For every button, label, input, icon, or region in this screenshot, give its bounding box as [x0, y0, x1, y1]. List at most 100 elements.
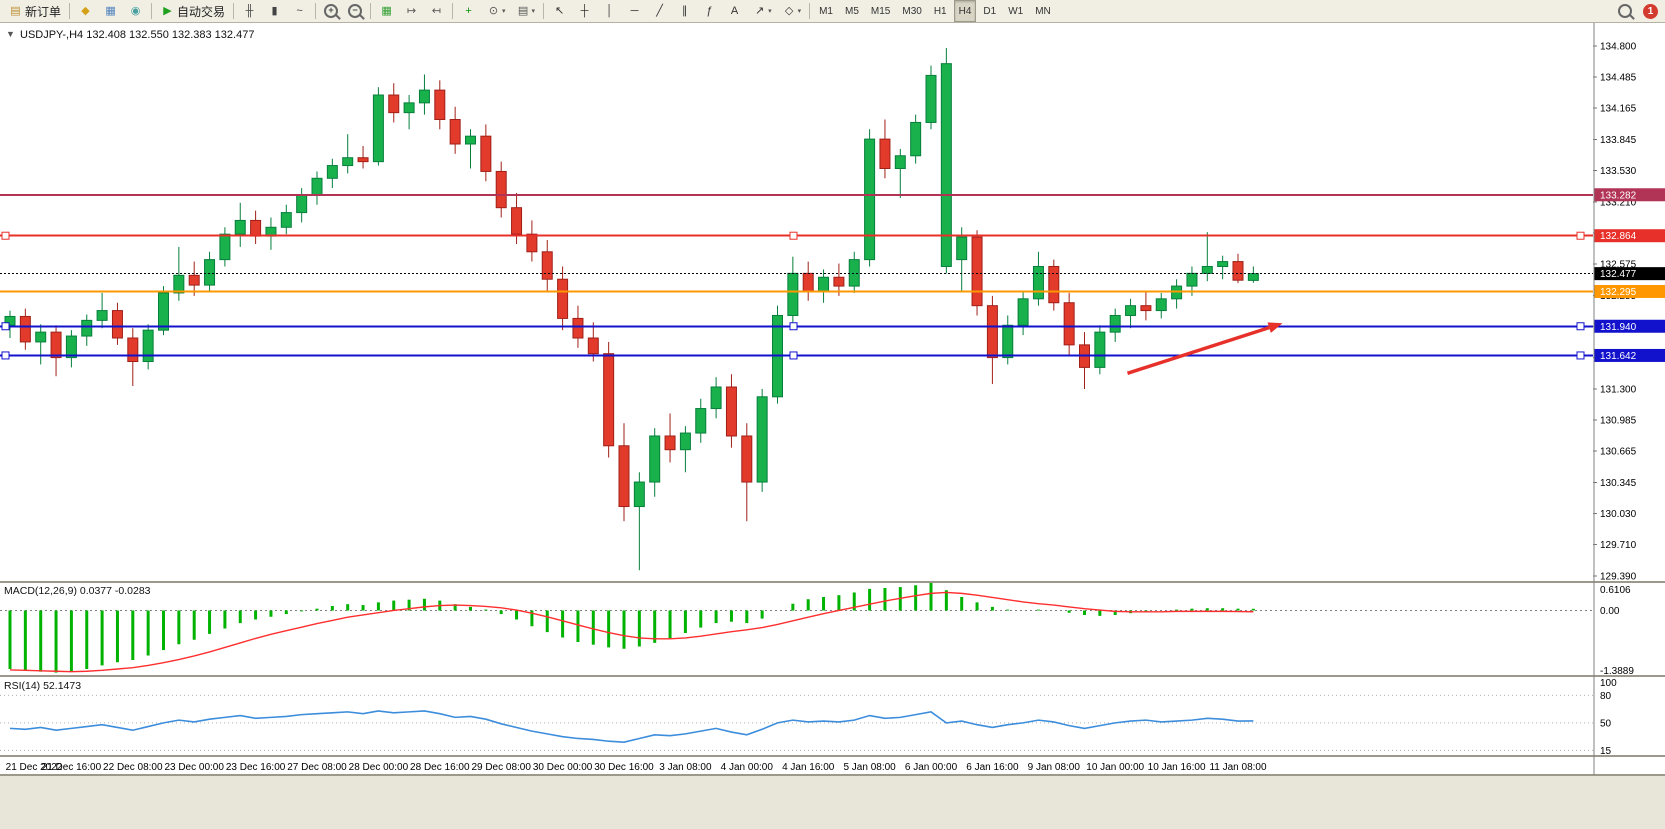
line-handle[interactable] — [1576, 231, 1585, 240]
line-handle[interactable] — [1, 231, 10, 240]
indicators-button[interactable]: + — [457, 0, 480, 22]
chart-canvas[interactable]: 134.800 134.485 134.165 133.845 133.530 133.2… — [0, 23, 1665, 829]
periods-icon: ⊙ — [488, 5, 499, 17]
templates-icon: ▤ — [517, 5, 529, 17]
svg-text:132.864: 132.864 — [1600, 231, 1637, 242]
chart-window: 134.800 134.485 134.165 133.845 133.530 133.2… — [0, 23, 1665, 829]
text-button[interactable]: A — [723, 0, 746, 22]
price-box-132.295: 132.295 — [1594, 284, 1665, 298]
toolbar-separator — [809, 3, 811, 19]
timeframe-m5-button[interactable]: M5 — [845, 5, 859, 17]
candlestick — [1032, 251, 1044, 306]
cursor-button[interactable]: ↖ — [548, 0, 571, 22]
templates-button[interactable]: ▤ ▾ — [512, 0, 540, 22]
vertical-line-button[interactable]: │ — [598, 0, 621, 22]
search-button[interactable] — [1614, 0, 1636, 22]
line-handle[interactable] — [1576, 351, 1585, 360]
bar-chart-icon: ╫ — [245, 5, 254, 17]
macd-label: MACD(12,26,9) 0.0377 -0.0283 — [4, 585, 151, 597]
time-tick-label: 28 Dec 16:00 — [410, 762, 470, 773]
crosshair-button[interactable]: ┼ — [573, 0, 596, 22]
periods-button[interactable]: ⊙ ▾ — [482, 0, 510, 22]
candlestick — [418, 74, 430, 115]
timeframe-m1-button[interactable]: M1 — [819, 5, 833, 17]
price-tick-label: 130.345 — [1600, 478, 1637, 489]
new-order-button-label: 新订单 — [25, 4, 62, 19]
zoom-in-button[interactable]: + — [320, 0, 342, 22]
timeframe-m30-button[interactable]: M30 — [902, 5, 922, 17]
channel-button[interactable]: ∥ — [673, 0, 696, 22]
bar-chart-button[interactable]: ╫ — [238, 0, 261, 22]
price-tick-label: 130.985 — [1600, 415, 1637, 426]
terminal-button[interactable]: ◉ — [124, 0, 147, 22]
time-tick-label: 3 Jan 08:00 — [659, 762, 712, 773]
candlestick — [910, 114, 922, 164]
trendline-icon: ╱ — [656, 5, 663, 17]
candlestick-chart-button[interactable]: ▮ — [263, 0, 286, 22]
profiles-button[interactable]: ▦ — [99, 0, 122, 22]
resistance-line-132864[interactable] — [0, 231, 1593, 240]
macd-axis-min: -1.3889 — [1600, 666, 1634, 677]
line-chart-button[interactable]: ~ — [288, 0, 311, 22]
candlestick — [557, 266, 569, 331]
candlestick — [96, 292, 108, 329]
price-tick-label: 134.485 — [1600, 72, 1637, 83]
line-handle[interactable] — [789, 231, 798, 240]
time-tick-label: 29 Dec 08:00 — [471, 762, 531, 773]
time-tick-label: 23 Dec 16:00 — [226, 762, 286, 773]
candlestick — [35, 324, 47, 365]
timeframe-w1-button[interactable]: W1 — [1008, 5, 1024, 17]
support-line-131642[interactable] — [0, 351, 1593, 360]
horizontal-line-button[interactable]: ─ — [623, 0, 646, 22]
fibonacci-button[interactable]: ƒ — [698, 0, 721, 22]
candlestick — [357, 145, 369, 169]
time-tick-label: 30 Dec 16:00 — [594, 762, 654, 773]
rsi-axis-80: 80 — [1600, 691, 1612, 702]
price-box-131.642: 131.642 — [1594, 348, 1665, 362]
toolbar-separator — [370, 3, 372, 19]
timeframe-h1-button[interactable]: H1 — [933, 5, 947, 17]
one-click-expander-icon[interactable]: ▼ — [6, 29, 15, 39]
line-handle[interactable] — [1, 351, 10, 360]
auto-scroll-button[interactable]: ↦ — [400, 0, 423, 22]
autotrading-button[interactable]: ▶ 自动交易 — [156, 0, 229, 22]
candlestick — [204, 251, 216, 291]
trend-arrow-annotation[interactable] — [1126, 322, 1283, 375]
support-line-131940[interactable] — [0, 322, 1593, 331]
price-tick-label: 129.710 — [1600, 540, 1637, 551]
time-tick-label: 4 Jan 16:00 — [782, 762, 835, 773]
horizontal-lines — [0, 193, 1593, 360]
toolbar-right-group: 1 — [1613, 0, 1662, 22]
candlestick — [1125, 298, 1137, 329]
dropdown-caret-icon: ▾ — [502, 8, 506, 15]
line-handle[interactable] — [789, 322, 798, 331]
candlestick — [142, 324, 154, 370]
timeframe-h4-button[interactable]: H4 — [953, 0, 977, 22]
candlestick — [526, 220, 538, 262]
timeframe-mn-button[interactable]: MN — [1035, 5, 1051, 17]
line-handle[interactable] — [1576, 322, 1585, 331]
trendline-button[interactable]: ╱ — [648, 0, 671, 22]
tile-windows-icon: ▦ — [381, 5, 392, 17]
new-chart-button[interactable]: ◆ — [74, 0, 97, 22]
tile-windows-button[interactable]: ▦ — [375, 0, 398, 22]
timeframe-d1-button[interactable]: D1 — [983, 5, 997, 17]
rsi-axis-15: 15 — [1600, 746, 1612, 757]
notification-badge[interactable]: 1 — [1643, 3, 1658, 19]
zoom-out-button[interactable]: − — [344, 0, 366, 22]
svg-text:132.295: 132.295 — [1600, 287, 1637, 298]
chart-shift-button[interactable]: ↤ — [425, 0, 448, 22]
price-axis[interactable]: 134.800 134.485 134.165 133.845 133.530 133.2… — [1593, 42, 1665, 583]
candlestick — [1232, 253, 1244, 284]
arrows-button[interactable]: ↗ ▾ — [748, 0, 776, 22]
window-bottom-area — [0, 775, 1665, 829]
timeframe-m15-button[interactable]: M15 — [870, 5, 891, 17]
shapes-button[interactable]: ◇ ▾ — [778, 0, 806, 22]
line-handle[interactable] — [789, 351, 798, 360]
autotrading-button-label: 自动交易 — [177, 4, 226, 19]
candlestick — [679, 426, 691, 473]
line-handle[interactable] — [1, 322, 10, 331]
new-order-button[interactable]: ▤ 新订单 — [4, 0, 65, 22]
